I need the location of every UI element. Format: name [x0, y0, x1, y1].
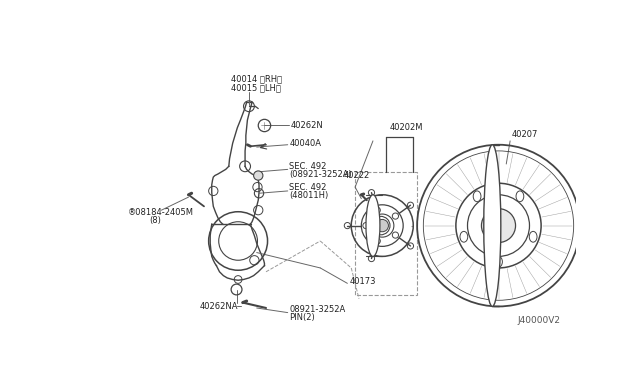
Text: 40222: 40222	[344, 171, 370, 180]
Text: SEC. 492: SEC. 492	[289, 183, 326, 192]
Text: 08921-3252A: 08921-3252A	[289, 305, 346, 314]
Ellipse shape	[473, 191, 481, 202]
Text: 40014 〈RH〉: 40014 〈RH〉	[231, 75, 282, 84]
Text: J40000V2: J40000V2	[518, 316, 561, 325]
Ellipse shape	[495, 256, 502, 267]
Circle shape	[253, 171, 263, 180]
Ellipse shape	[366, 195, 380, 256]
Text: 40262N: 40262N	[291, 121, 324, 130]
Text: PIN(2): PIN(2)	[289, 313, 315, 322]
Text: (8): (8)	[150, 217, 162, 225]
Text: ®08184-2405M: ®08184-2405M	[128, 208, 194, 217]
Ellipse shape	[516, 191, 524, 202]
Circle shape	[481, 209, 516, 243]
Ellipse shape	[529, 231, 537, 242]
Ellipse shape	[460, 231, 468, 242]
Text: 40173: 40173	[349, 277, 376, 286]
Text: (08921-3252A): (08921-3252A)	[289, 170, 352, 179]
Text: SEC. 492: SEC. 492	[289, 162, 326, 171]
Text: 40015 〈LH〉: 40015 〈LH〉	[231, 83, 281, 92]
Ellipse shape	[484, 145, 501, 307]
Text: 40040A: 40040A	[289, 139, 321, 148]
Text: 40262NA: 40262NA	[200, 302, 239, 311]
Circle shape	[376, 219, 388, 232]
Text: 40207: 40207	[511, 130, 538, 139]
Text: 40202M: 40202M	[390, 123, 424, 132]
Text: (48011H): (48011H)	[289, 191, 328, 200]
